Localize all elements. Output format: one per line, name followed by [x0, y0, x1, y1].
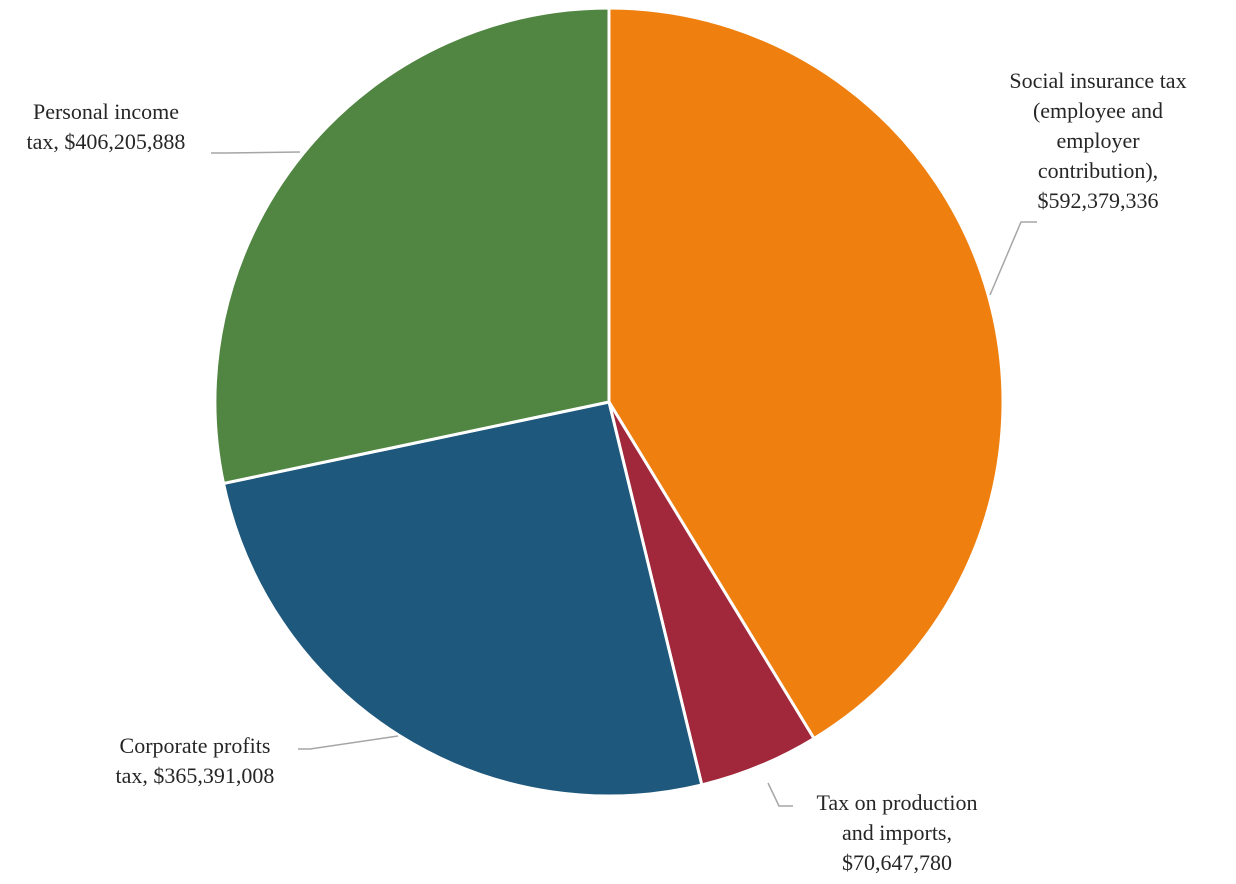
data-label-line: Social insurance tax [1009, 68, 1186, 93]
pie-slice-corporate-profits-tax [221, 400, 704, 798]
data-label-social-insurance-tax-employee-and-employer-contribution: Social insurance tax (employee and employe… [1009, 68, 1186, 213]
leader-line-corporate-profits-tax [298, 735, 399, 750]
data-label-corporate-profits-tax: Corporate profits tax, $365,391,008 [116, 733, 275, 788]
data-label-line: Personal income [33, 99, 179, 124]
data-label-line: (employee and [1033, 98, 1163, 123]
data-label-personal-income-tax: Personal income tax, $406,205,888 [27, 99, 186, 154]
leader-line-personal-income-tax [211, 151, 301, 154]
leader-line-social-insurance-tax-employee-and-employer-contribution [989, 221, 1037, 296]
pie-slice-social-insurance-tax-employee-and-employer-contribution [607, 6, 1005, 741]
data-label-line: contribution), [1038, 158, 1158, 183]
data-label-line: Tax on production [817, 790, 978, 815]
data-labels-layer: Social insurance tax (employee and employe… [27, 68, 1187, 875]
leader-line-tax-on-production-and-imports [767, 782, 793, 807]
data-label-line: Corporate profits [120, 733, 271, 758]
data-label-line: $592,379,336 [1038, 188, 1159, 213]
data-label-tax-on-production-and-imports: Tax on production and imports, $70,647,780 [817, 790, 978, 875]
data-label-line: tax, $406,205,888 [27, 129, 186, 154]
pie-slice-personal-income-tax [213, 6, 611, 486]
data-label-line: and imports, [842, 820, 952, 845]
data-label-line: employer [1056, 128, 1140, 153]
data-label-line: $70,647,780 [842, 850, 952, 875]
data-label-line: tax, $365,391,008 [116, 763, 275, 788]
leader-lines-layer [211, 151, 1037, 807]
slices-layer [213, 6, 1005, 798]
